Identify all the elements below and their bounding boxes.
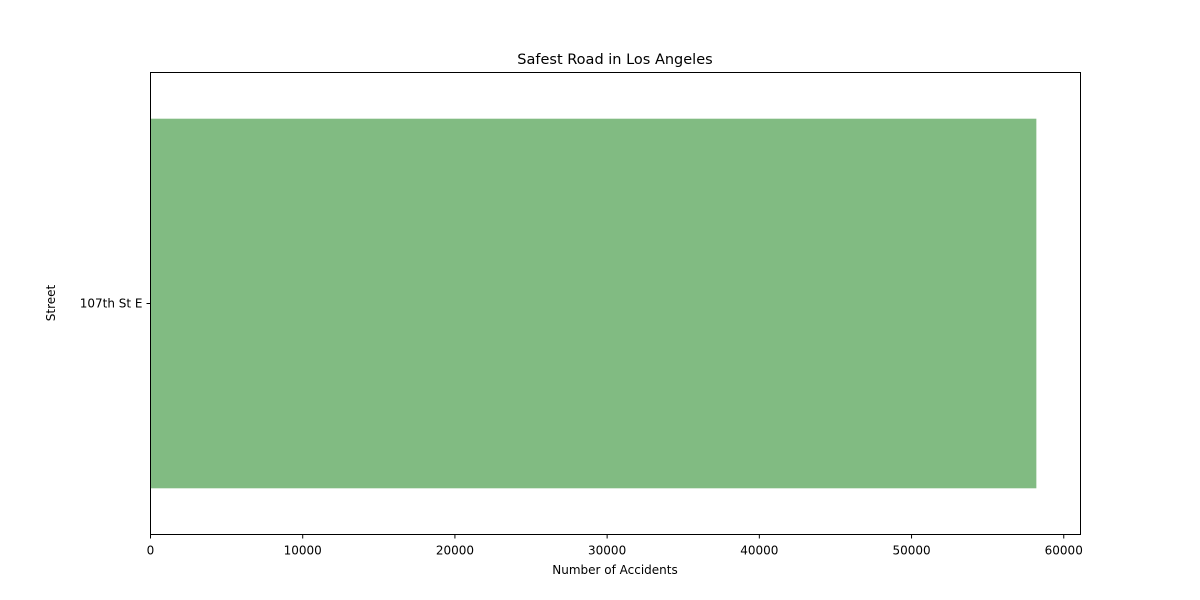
- bar-0: [150, 118, 1037, 489]
- x-tick-label: 60000: [1045, 544, 1083, 558]
- y-axis-ticks: 107th St E: [80, 297, 151, 311]
- x-axis-label: Number of Accidents: [552, 563, 678, 577]
- x-axis-ticks: 0 10000 20000 30000 40000 50000 60000: [147, 534, 1083, 558]
- x-tick-label: 40000: [740, 544, 778, 558]
- x-tick-label: 20000: [436, 544, 474, 558]
- x-tick-label: 0: [147, 544, 155, 558]
- y-tick-label: 107th St E: [80, 297, 143, 311]
- x-tick-label: 50000: [892, 544, 930, 558]
- x-tick-label: 10000: [284, 544, 322, 558]
- y-axis-label: Street: [44, 284, 58, 321]
- x-tick-label: 30000: [588, 544, 626, 558]
- bars-group: [150, 118, 1037, 489]
- chart-title: Safest Road in Los Angeles: [517, 52, 712, 68]
